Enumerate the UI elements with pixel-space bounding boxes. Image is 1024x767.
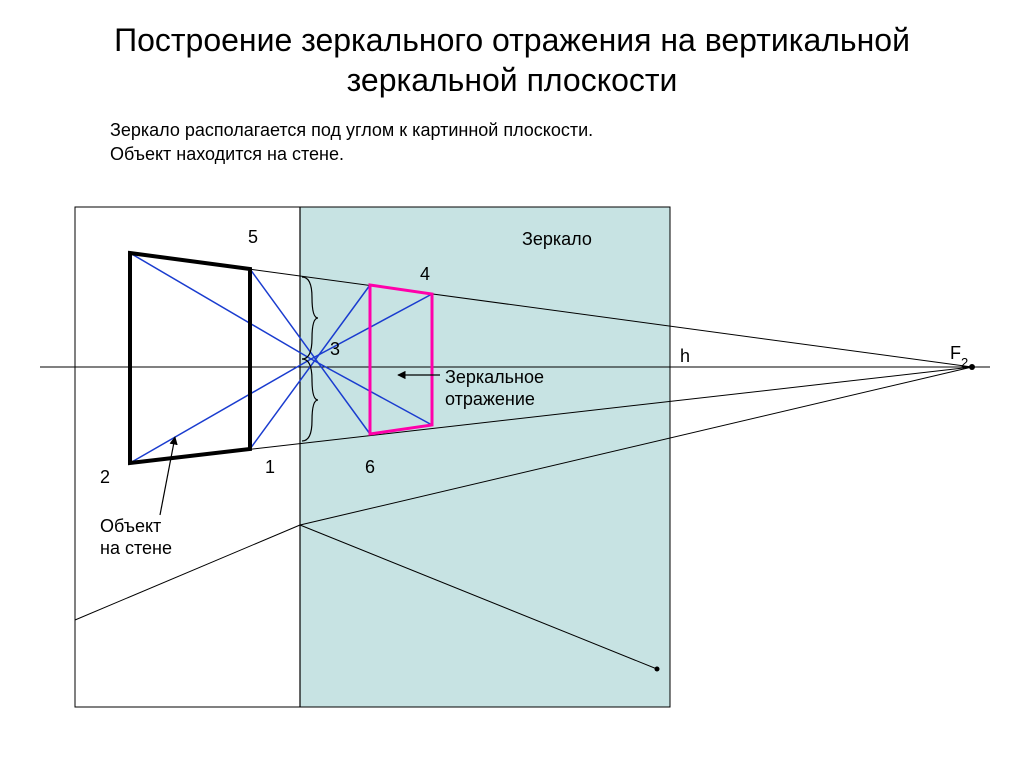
callout-arrow bbox=[160, 437, 175, 515]
point-label: 2 bbox=[100, 467, 110, 487]
mirror-plane bbox=[300, 207, 670, 707]
construction-line bbox=[130, 359, 311, 463]
page-title: Построение зеркального отражения на верт… bbox=[0, 0, 1024, 108]
point-label: 5 bbox=[248, 227, 258, 247]
point-label: 3 bbox=[330, 339, 340, 359]
floor-point bbox=[655, 666, 660, 671]
point-label: 1 bbox=[265, 457, 275, 477]
mirror-label: Зеркало bbox=[522, 229, 592, 249]
diagram-container: F2h123456ЗеркалоЗеркальноеотражениеОбъек… bbox=[0, 177, 1024, 737]
h-label: h bbox=[680, 346, 690, 366]
page-subtitle: Зеркало располагается под углом к картин… bbox=[0, 108, 1024, 177]
point-label: 4 bbox=[420, 264, 430, 284]
point-label: 6 bbox=[365, 457, 375, 477]
vanishing-point bbox=[969, 364, 975, 370]
construction-line bbox=[130, 253, 311, 359]
diagram-svg: F2h123456ЗеркалоЗеркальноеотражениеОбъек… bbox=[0, 177, 1024, 737]
object-label: Объектна стене bbox=[100, 516, 172, 558]
object-rect bbox=[130, 253, 250, 463]
